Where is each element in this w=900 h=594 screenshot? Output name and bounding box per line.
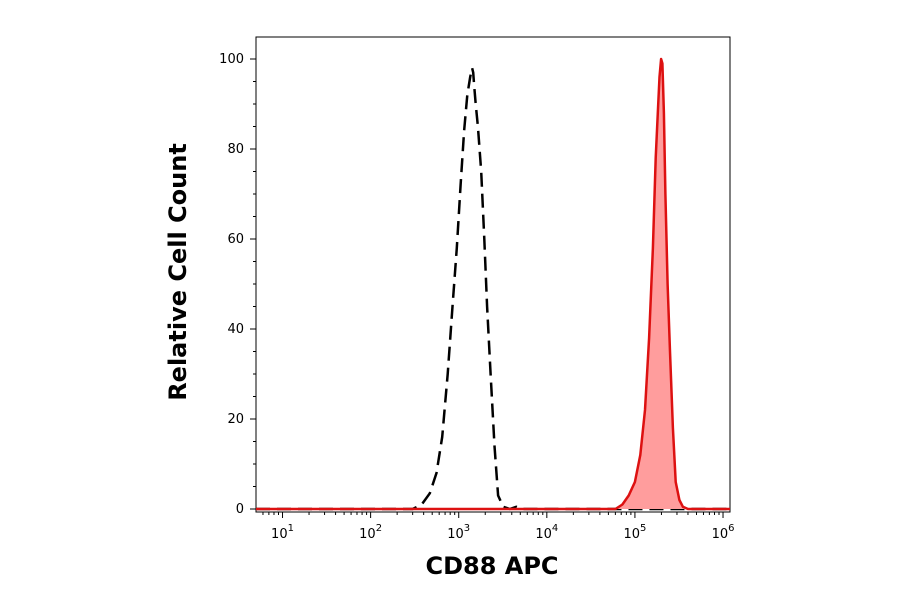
y-tick-label: 80 [227,142,244,157]
y-tick-label: 40 [227,322,244,337]
series-line-1 [256,57,730,511]
y-tick-label: 60 [227,232,244,247]
x-tick-label: 105 [623,523,646,542]
series-layer [256,57,730,511]
axes-layer: 0 20 40 60 80 100 101 102 103 104 105 106 [219,52,734,542]
y-tick-label: 100 [219,52,244,67]
y-axis-title: Relative Cell Count [164,143,192,401]
plot-area-frame [255,36,731,513]
x-tick-label: 104 [535,523,558,542]
x-tick-label: 101 [271,523,294,542]
y-tick-label: 20 [227,412,244,427]
x-tick-label: 106 [712,523,735,542]
y-tick-label: 0 [236,502,244,517]
x-tick-label: 103 [447,523,470,542]
series-fill-1 [256,59,730,509]
x-tick-label: 102 [359,523,382,542]
x-axis-title: CD88 APC [425,552,558,580]
series-line-0 [256,66,730,511]
